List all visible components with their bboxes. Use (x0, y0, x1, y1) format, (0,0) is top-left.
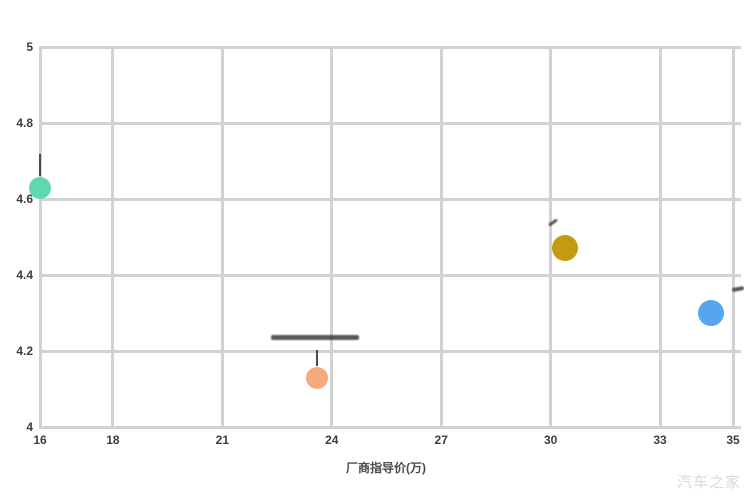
bubble-teal[interactable] (29, 176, 51, 199)
x-tick-label: 16 (33, 433, 47, 447)
x-tick-label: 18 (106, 433, 120, 447)
point-label-illegible (731, 285, 744, 293)
x-gridline (220, 47, 224, 427)
x-gridline (330, 47, 334, 427)
y-tick-label: 5 (26, 40, 33, 54)
bubble-gold[interactable] (552, 235, 579, 262)
y-tick-label: 4.4 (16, 268, 33, 282)
y-gridline (38, 349, 741, 353)
x-gridline (549, 47, 553, 427)
x-gridline (658, 47, 662, 427)
x-tick-label: 24 (325, 433, 339, 447)
x-gridline (439, 47, 443, 427)
y-tick-label: 4.6 (16, 192, 33, 206)
point-label-pointer (316, 349, 319, 366)
x-tick-label: 35 (726, 433, 740, 447)
point-label-illegible (271, 334, 360, 340)
x-tick-label: 21 (215, 433, 230, 447)
x-tick-label: 27 (434, 433, 448, 447)
point-label-pointer (39, 153, 41, 176)
y-gridline (38, 425, 741, 429)
y-gridline (38, 45, 741, 49)
x-tick-label: 33 (653, 433, 667, 447)
y-tick-label: 4.8 (16, 116, 33, 130)
y-gridline (38, 121, 741, 125)
x-axis-title: 厂商指导价(万) (346, 461, 426, 475)
y-tick-label: 4.2 (16, 344, 33, 358)
bubble-blue[interactable] (698, 300, 725, 326)
x-gridline (731, 47, 735, 427)
watermark-autohome: 汽车之家 (676, 474, 741, 491)
y-gridline (38, 273, 741, 277)
x-gridline (111, 47, 115, 427)
y-tick-label: 4 (26, 420, 33, 434)
y-gridline (38, 197, 741, 201)
x-tick-label: 30 (543, 433, 558, 447)
bubble-peach[interactable] (306, 366, 329, 389)
x-gridline (38, 47, 42, 427)
